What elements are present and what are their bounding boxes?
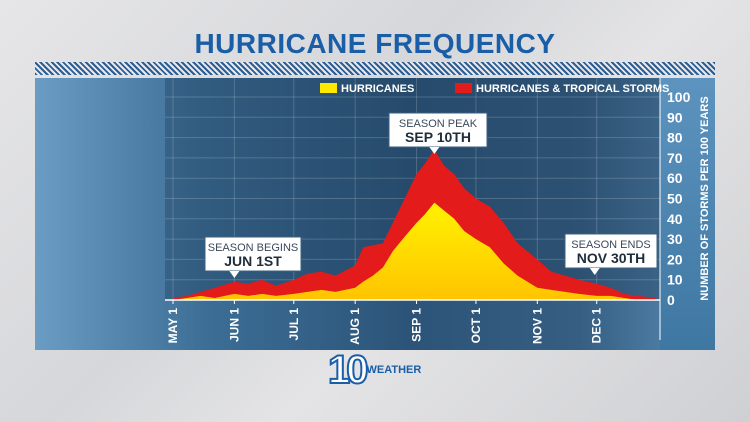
annotation-box xyxy=(564,233,658,269)
logo-number: 10 xyxy=(327,348,369,392)
y-axis-panel xyxy=(660,78,715,350)
legend-swatch xyxy=(455,83,472,93)
y-tick-label: 30 xyxy=(667,231,683,247)
annotation-pointer xyxy=(229,271,240,278)
x-tick-label: SEP 1 xyxy=(410,308,424,342)
station-logo: 10 WEATHER xyxy=(327,348,422,392)
annotation-title: SEASON ENDS xyxy=(571,239,650,251)
y-tick-label: 100 xyxy=(667,89,691,105)
chart-panel xyxy=(35,78,715,350)
y-tick-label: 80 xyxy=(667,130,683,146)
annotation-date: NOV 30TH xyxy=(577,250,645,266)
series-area-hurricanes-and-tropical-storms xyxy=(173,149,657,300)
y-tick-label: 70 xyxy=(667,150,683,166)
y-tick-label: 50 xyxy=(667,191,683,207)
y-tick-label: 40 xyxy=(667,211,683,227)
hatched-divider xyxy=(35,62,715,75)
annotation-title: SEASON BEGINS xyxy=(208,242,298,254)
annotation-box xyxy=(204,236,302,272)
legend-label: HURRICANES xyxy=(341,83,414,95)
series-area-hurricanes xyxy=(173,202,657,300)
annotation-title: SEASON PEAK xyxy=(399,118,478,130)
annotation-date: JUN 1ST xyxy=(224,253,282,269)
x-tick-label: DEC 1 xyxy=(590,308,604,344)
y-tick-label: 60 xyxy=(667,170,683,186)
y-tick-label: 90 xyxy=(667,109,683,125)
annotation-box xyxy=(388,112,488,148)
x-tick-label: MAY 1 xyxy=(166,308,180,344)
annotation-pointer xyxy=(429,147,440,154)
y-axis-label: NUMBER OF STORMS PER 100 YEARS xyxy=(699,96,711,300)
y-tick-label: 0 xyxy=(667,292,675,308)
annotation-date: SEP 10TH xyxy=(405,129,471,145)
annotation-pointer xyxy=(589,268,600,275)
legend-label: HURRICANES & TROPICAL STORMS xyxy=(476,83,669,95)
y-tick-label: 10 xyxy=(667,272,683,288)
x-tick-label: NOV 1 xyxy=(530,308,544,344)
page-title: HURRICANE FREQUENCY xyxy=(194,28,556,59)
logo-text: WEATHER xyxy=(366,364,422,376)
x-tick-label: JUN 1 xyxy=(227,308,241,342)
x-tick-label: OCT 1 xyxy=(469,308,483,344)
x-tick-label: AUG 1 xyxy=(348,308,362,345)
x-tick-label: JUL 1 xyxy=(287,308,301,341)
legend-swatch xyxy=(320,83,337,93)
y-tick-label: 20 xyxy=(667,251,683,267)
